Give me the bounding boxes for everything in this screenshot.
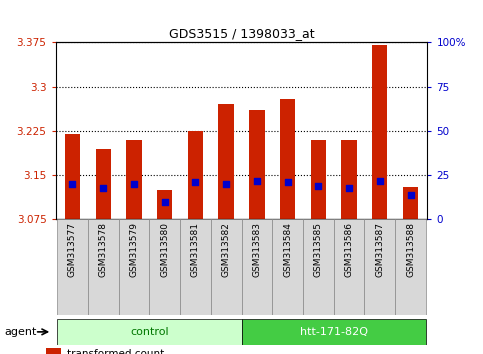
- FancyBboxPatch shape: [57, 319, 242, 345]
- Text: transformed count: transformed count: [67, 349, 164, 354]
- Point: [130, 181, 138, 187]
- Text: GSM313583: GSM313583: [253, 222, 261, 277]
- Title: GDS3515 / 1398033_at: GDS3515 / 1398033_at: [169, 27, 314, 40]
- Text: GSM313584: GSM313584: [283, 222, 292, 277]
- FancyBboxPatch shape: [180, 219, 211, 315]
- Text: GSM313586: GSM313586: [344, 222, 354, 277]
- FancyBboxPatch shape: [149, 219, 180, 315]
- Bar: [188, 131, 203, 219]
- Text: GSM313579: GSM313579: [129, 222, 139, 277]
- Bar: [372, 45, 387, 219]
- Text: GSM313585: GSM313585: [314, 222, 323, 277]
- Point: [314, 183, 322, 189]
- FancyBboxPatch shape: [334, 219, 365, 315]
- Text: GSM313580: GSM313580: [160, 222, 169, 277]
- Text: GSM313577: GSM313577: [68, 222, 77, 277]
- Text: control: control: [130, 327, 169, 337]
- Point: [284, 179, 291, 185]
- Bar: [249, 110, 265, 219]
- FancyBboxPatch shape: [88, 219, 118, 315]
- Point: [253, 178, 261, 183]
- Text: GSM313588: GSM313588: [406, 222, 415, 277]
- Bar: [311, 140, 326, 219]
- Bar: [403, 187, 418, 219]
- FancyBboxPatch shape: [365, 219, 395, 315]
- Point: [376, 178, 384, 183]
- FancyBboxPatch shape: [211, 219, 242, 315]
- Bar: [46, 348, 61, 354]
- Text: GSM313581: GSM313581: [191, 222, 200, 277]
- Text: GSM313578: GSM313578: [99, 222, 108, 277]
- FancyBboxPatch shape: [118, 219, 149, 315]
- FancyBboxPatch shape: [272, 219, 303, 315]
- Point: [69, 181, 76, 187]
- Text: GSM313587: GSM313587: [375, 222, 384, 277]
- Bar: [96, 149, 111, 219]
- Bar: [65, 134, 80, 219]
- Bar: [218, 104, 234, 219]
- Text: htt-171-82Q: htt-171-82Q: [300, 327, 368, 337]
- Text: agent: agent: [5, 327, 37, 337]
- Point: [407, 192, 414, 198]
- Point: [99, 185, 107, 190]
- Bar: [157, 190, 172, 219]
- FancyBboxPatch shape: [57, 219, 88, 315]
- FancyBboxPatch shape: [395, 219, 426, 315]
- FancyBboxPatch shape: [242, 219, 272, 315]
- Point: [345, 185, 353, 190]
- Bar: [341, 140, 357, 219]
- Bar: [280, 98, 295, 219]
- Text: GSM313582: GSM313582: [222, 222, 230, 277]
- FancyBboxPatch shape: [242, 319, 426, 345]
- Point: [192, 179, 199, 185]
- FancyBboxPatch shape: [303, 219, 334, 315]
- Point: [161, 199, 169, 205]
- Bar: [126, 140, 142, 219]
- Point: [222, 181, 230, 187]
